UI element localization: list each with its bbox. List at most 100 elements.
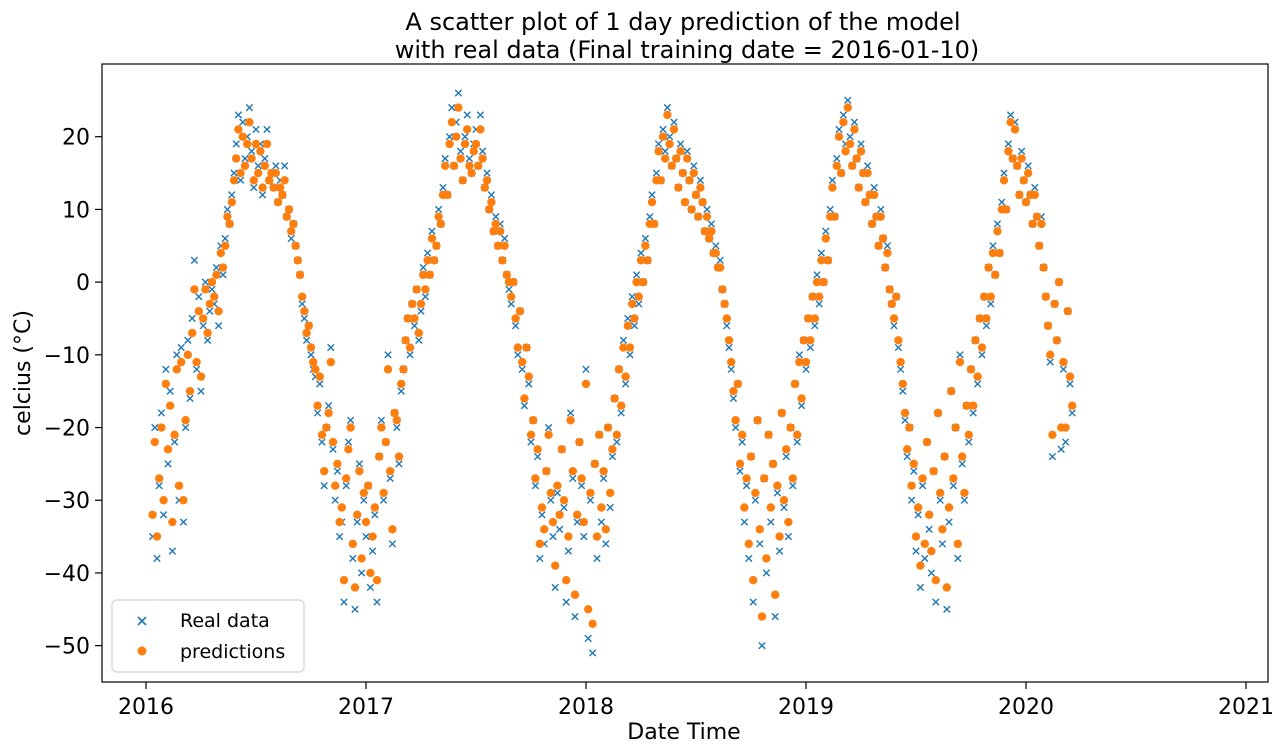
legend-marker-real-data	[137, 616, 147, 626]
prediction-point	[964, 430, 973, 439]
prediction-point	[788, 474, 797, 483]
prediction-point	[619, 343, 628, 352]
prediction-point	[881, 263, 890, 272]
prediction-point	[808, 292, 817, 301]
real-data-point	[206, 307, 214, 315]
real-data-point	[221, 234, 229, 243]
real-data-point	[619, 336, 628, 344]
prediction-point	[689, 168, 698, 178]
x-axis-label: Date Time	[627, 720, 740, 745]
prediction-point	[331, 481, 340, 490]
real-data-point	[802, 365, 810, 374]
real-data-point	[511, 322, 520, 330]
prediction-point	[432, 241, 441, 250]
prediction-point	[379, 488, 388, 498]
prediction-point	[355, 466, 364, 476]
prediction-point	[445, 139, 454, 149]
legend-label-real-data: Real data	[180, 610, 270, 632]
prediction-point	[621, 372, 630, 381]
prediction-point	[632, 277, 641, 287]
real-data-point	[547, 496, 555, 504]
prediction-point	[540, 525, 549, 534]
prediction-point	[245, 117, 254, 127]
prediction-point	[441, 161, 450, 170]
prediction-point	[903, 445, 912, 454]
prediction-point	[243, 139, 252, 149]
prediction-point	[487, 197, 496, 207]
real-data-point	[514, 351, 522, 359]
prediction-point	[667, 161, 676, 170]
prediction-point	[843, 103, 852, 112]
real-data-point	[192, 365, 201, 374]
real-data-point	[353, 518, 361, 526]
prediction-point	[636, 256, 646, 265]
prediction-point	[804, 314, 813, 323]
prediction-point	[342, 474, 351, 483]
prediction-point	[757, 612, 767, 621]
prediction-point	[1037, 219, 1046, 229]
y-tick-label: −40	[44, 562, 90, 587]
prediction-point	[502, 270, 511, 280]
real-data-point	[918, 481, 927, 490]
prediction-point	[284, 205, 294, 214]
prediction-point	[183, 350, 192, 360]
prediction-point	[958, 452, 967, 461]
prediction-point	[947, 386, 956, 396]
prediction-point	[416, 299, 426, 309]
prediction-point	[269, 183, 278, 192]
prediction-point	[999, 176, 1009, 185]
prediction-point	[414, 328, 423, 338]
prediction-point	[256, 147, 265, 156]
prediction-point	[271, 168, 280, 178]
real-data-point	[797, 402, 806, 410]
real-data-point	[423, 249, 432, 257]
real-data-point	[857, 140, 865, 148]
real-data-point	[1031, 183, 1039, 192]
prediction-point	[179, 496, 188, 505]
prediction-point	[753, 416, 762, 425]
real-data-point	[573, 518, 581, 526]
real-data-point	[355, 460, 364, 468]
real-data-point	[393, 423, 401, 432]
real-data-point	[938, 540, 947, 548]
real-data-point	[379, 496, 388, 504]
prediction-point	[1008, 154, 1017, 163]
prediction-point	[779, 496, 789, 505]
y-tick-label: −50	[44, 635, 90, 660]
prediction-point	[716, 263, 725, 272]
prediction-point	[177, 357, 186, 367]
real-data-point	[894, 343, 903, 352]
prediction-point	[755, 525, 764, 534]
real-data-point	[417, 307, 425, 315]
prediction-point	[984, 263, 993, 272]
real-data-point	[696, 176, 705, 185]
prediction-point	[658, 132, 668, 141]
real-data-point	[340, 598, 348, 606]
prediction-point	[685, 176, 694, 185]
real-data-point	[505, 285, 513, 294]
real-data-point	[1017, 147, 1026, 155]
real-data-point	[654, 140, 663, 148]
prediction-point	[447, 117, 456, 127]
prediction-point	[326, 357, 335, 367]
prediction-point	[837, 168, 846, 178]
real-data-point	[386, 474, 394, 483]
prediction-point	[1013, 161, 1022, 170]
prediction-point	[568, 466, 577, 476]
x-tick-label: 2016	[118, 695, 174, 720]
prediction-point	[918, 474, 927, 483]
prediction-point	[535, 539, 544, 549]
prediction-point	[507, 292, 516, 301]
prediction-point	[892, 292, 901, 301]
prediction-point	[557, 445, 566, 454]
prediction-point	[691, 190, 701, 200]
prediction-point	[353, 510, 362, 519]
prediction-point	[476, 125, 485, 134]
prediction-point	[1023, 168, 1033, 178]
prediction-point	[434, 212, 443, 221]
prediction-point	[172, 365, 181, 374]
x-axis: 2016 2017 2018 2019 2020 2021	[118, 682, 1274, 720]
prediction-point	[570, 590, 580, 599]
real-data-point	[366, 583, 375, 592]
prediction-point	[810, 314, 819, 323]
